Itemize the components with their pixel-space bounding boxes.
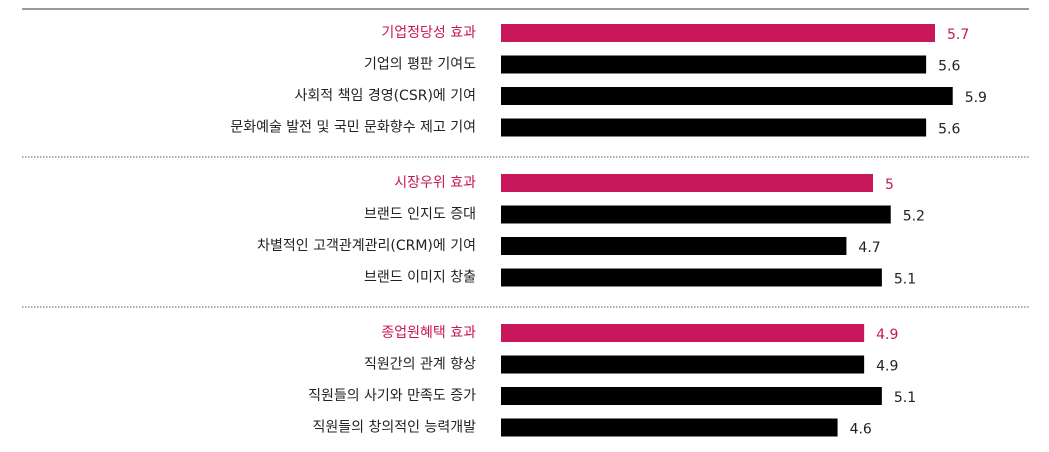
bar — [501, 24, 935, 42]
value-label: 5.1 — [894, 390, 916, 406]
bar — [501, 355, 865, 374]
bar — [501, 55, 927, 74]
bar — [501, 87, 953, 105]
value-label: 4.6 — [850, 422, 872, 438]
category-label: 직원들의 창의적인 능력개발 — [313, 420, 477, 436]
bar — [501, 118, 927, 137]
value-label: 5.1 — [894, 272, 916, 288]
category-label: 직원간의 관계 향상 — [364, 357, 476, 373]
category-label: 사회적 책임 경영(CSR)에 기여 — [295, 88, 476, 104]
value-label: 5.9 — [965, 90, 987, 106]
value-label: 5.6 — [938, 59, 960, 75]
category-label: 차별적인 고객관계관리(CRM)에 기여 — [257, 238, 476, 254]
bar — [501, 237, 847, 255]
value-label: 5.7 — [947, 27, 969, 43]
category-label: 브랜드 인지도 증대 — [364, 207, 476, 223]
bar — [501, 268, 882, 287]
category-label: 문화예술 발전 및 국민 문화향수 제고 기여 — [230, 120, 476, 136]
value-label: 4.7 — [858, 240, 880, 256]
bar — [501, 387, 882, 405]
value-label: 4.9 — [876, 359, 898, 375]
value-label: 4.9 — [876, 327, 898, 343]
value-label: 5.2 — [903, 209, 925, 225]
category-label: 브랜드 이미지 창출 — [364, 270, 476, 286]
bar — [501, 174, 873, 192]
bar — [501, 418, 838, 437]
bar — [501, 205, 891, 224]
category-label: 종업원혜택 효과 — [381, 325, 476, 341]
value-label: 5 — [885, 177, 894, 193]
category-label: 직원들의 사기와 만족도 증가 — [308, 388, 476, 404]
bar — [501, 324, 865, 342]
category-label: 시장우위 효과 — [394, 175, 476, 191]
value-label: 5.6 — [938, 122, 960, 138]
category-label: 기업정당성 효과 — [381, 25, 476, 41]
category-label: 기업의 평판 기여도 — [364, 57, 476, 73]
